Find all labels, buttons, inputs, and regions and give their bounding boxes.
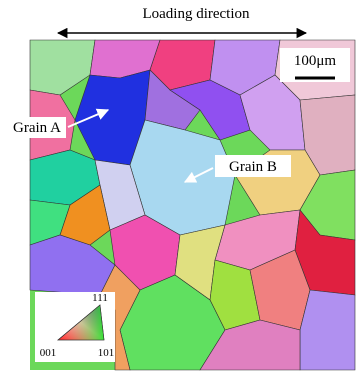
scale-bar-label: 100μm (294, 53, 337, 69)
legend-101: 101 (98, 347, 115, 359)
legend-111: 111 (92, 292, 108, 304)
ebsd-figure: Loading direction 100μm Grai (0, 0, 359, 374)
grain-b-label: Grain B (229, 159, 277, 175)
loading-direction: Loading direction (142, 6, 250, 22)
legend-001: 001 (40, 347, 57, 359)
grain-a-label: Grain A (13, 120, 61, 136)
grain (300, 290, 355, 370)
